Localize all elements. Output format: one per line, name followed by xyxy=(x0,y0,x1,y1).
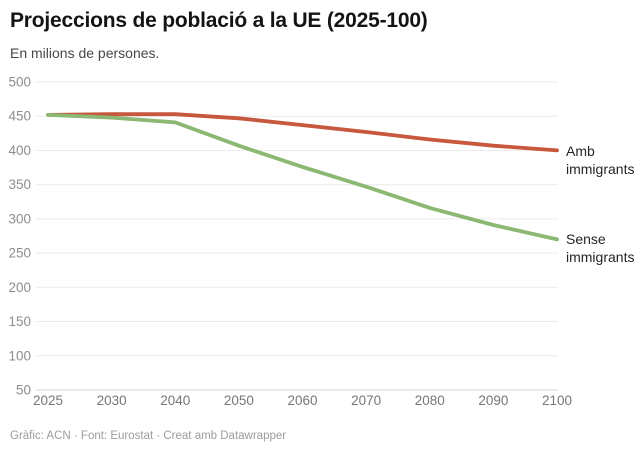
x-tick-label: 2070 xyxy=(351,393,381,408)
x-tick-label: 2060 xyxy=(287,393,317,408)
y-tick-label: 50 xyxy=(16,383,31,398)
y-tick-label: 100 xyxy=(8,348,31,363)
x-tick-label: 2040 xyxy=(160,393,190,408)
attribution-line: Gràfic: ACN · Font: Eurostat · Creat amb… xyxy=(10,430,287,442)
chart-title: Projeccions de població a la UE (2025-10… xyxy=(10,9,428,32)
y-tick-label: 400 xyxy=(8,143,31,158)
x-tick-label: 2100 xyxy=(542,393,572,408)
series-line-sense-immigrants xyxy=(46,113,559,242)
x-tick-label: 2050 xyxy=(224,393,254,408)
series-line-amb-immigrants xyxy=(46,112,559,153)
x-tick-label: 2080 xyxy=(415,393,445,408)
series-label-amb-immigrants: Amb immigrants xyxy=(566,143,635,177)
chart-subtitle: En milions de persones. xyxy=(10,45,160,61)
x-tick-label: 2030 xyxy=(97,393,127,408)
line-chart: 50 100 150 200 250 300 350 400 450 500 2025 2030 204… xyxy=(8,75,572,409)
y-tick-label: 250 xyxy=(8,246,31,261)
y-tick-label: 200 xyxy=(8,280,31,295)
series-label-sense-immigrants: Sense immigrants xyxy=(566,231,635,265)
y-tick-label: 450 xyxy=(8,109,31,124)
x-tick-label: 2025 xyxy=(33,393,63,408)
y-tick-label: 500 xyxy=(8,75,31,90)
y-tick-label: 300 xyxy=(8,211,31,226)
y-tick-label: 350 xyxy=(8,177,31,192)
x-tick-label: 2090 xyxy=(478,393,508,408)
y-tick-label: 150 xyxy=(8,314,31,329)
